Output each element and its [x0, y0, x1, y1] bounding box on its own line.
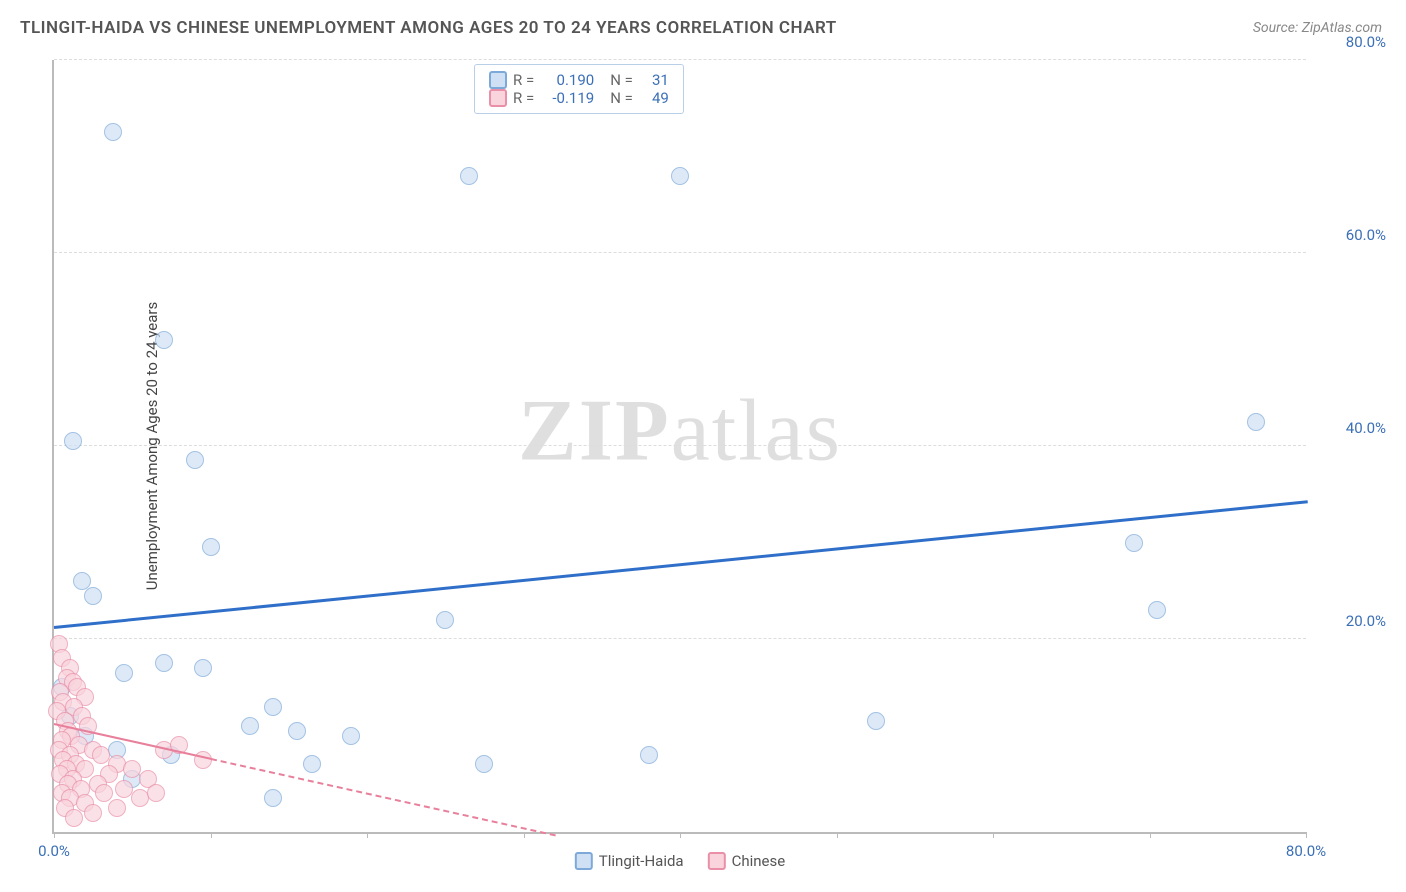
legend-swatch: [489, 71, 507, 89]
legend-swatch: [708, 852, 726, 870]
series-name: Chinese: [732, 852, 786, 870]
data-point: [475, 755, 493, 773]
trend-line: [54, 500, 1308, 629]
x-tick-mark: [211, 832, 212, 838]
y-tick-label: 60.0%: [1316, 226, 1386, 244]
series-legend-item: Chinese: [708, 852, 786, 870]
data-point: [342, 727, 360, 745]
stats-legend: R = 0.190 N = 31 R = -0.119 N = 49: [474, 64, 684, 114]
x-tick-mark: [367, 832, 368, 838]
series-legend: Tlingit-Haida Chinese: [575, 852, 785, 870]
data-point: [671, 167, 689, 185]
data-point: [64, 432, 82, 450]
gridline-horizontal: [54, 252, 1306, 253]
data-point: [84, 587, 102, 605]
r-label: R =: [513, 89, 534, 107]
x-tick-label: 80.0%: [1286, 842, 1326, 860]
y-tick-label: 20.0%: [1316, 612, 1386, 630]
plot-area: ZIPatlas R =0.190N =31R =-0.119N =49 Tli…: [52, 60, 1306, 834]
data-point: [194, 751, 212, 769]
x-tick-mark: [993, 832, 994, 838]
data-point: [155, 654, 173, 672]
data-point: [194, 659, 212, 677]
n-value: 31: [639, 71, 669, 89]
n-label: N =: [610, 71, 633, 89]
data-point: [65, 809, 83, 827]
data-point: [186, 451, 204, 469]
legend-swatch: [575, 852, 593, 870]
data-point: [1247, 413, 1265, 431]
data-point: [264, 789, 282, 807]
x-tick-mark: [1306, 832, 1307, 838]
gridline-horizontal: [54, 638, 1306, 639]
chart-title: TLINGIT-HAIDA VS CHINESE UNEMPLOYMENT AM…: [20, 18, 837, 38]
data-point: [202, 538, 220, 556]
y-tick-label: 40.0%: [1316, 419, 1386, 437]
gridline-horizontal: [54, 59, 1306, 60]
data-point: [147, 784, 165, 802]
r-label: R =: [513, 71, 534, 89]
y-tick-label: 80.0%: [1316, 33, 1386, 51]
data-point: [241, 717, 259, 735]
r-value: -0.119: [540, 89, 594, 107]
n-label: N =: [610, 89, 633, 107]
data-point: [288, 722, 306, 740]
legend-swatch: [489, 89, 507, 107]
data-point: [264, 698, 282, 716]
stats-legend-row: R = 0.190 N = 31: [489, 71, 669, 89]
data-point: [436, 611, 454, 629]
x-tick-label: 0.0%: [38, 842, 70, 860]
data-point: [104, 123, 122, 141]
data-point: [1125, 534, 1143, 552]
watermark-bold: ZIP: [518, 382, 671, 479]
correlation-chart: TLINGIT-HAIDA VS CHINESE UNEMPLOYMENT AM…: [0, 0, 1406, 892]
x-tick-mark: [680, 832, 681, 838]
data-point: [303, 755, 321, 773]
data-point: [1148, 601, 1166, 619]
x-tick-mark: [837, 832, 838, 838]
watermark: ZIPatlas: [518, 380, 842, 481]
data-point: [640, 746, 658, 764]
data-point: [108, 799, 126, 817]
data-point: [867, 712, 885, 730]
trend-line: [211, 758, 556, 836]
n-value: 49: [639, 89, 669, 107]
data-point: [115, 664, 133, 682]
x-tick-mark: [54, 832, 55, 838]
gridline-horizontal: [54, 445, 1306, 446]
watermark-light: atlas: [671, 382, 842, 479]
series-legend-item: Tlingit-Haida: [575, 852, 684, 870]
stats-legend-row: R = -0.119 N = 49: [489, 89, 669, 107]
data-point: [84, 804, 102, 822]
series-name: Tlingit-Haida: [599, 852, 684, 870]
r-value: 0.190: [540, 71, 594, 89]
x-tick-mark: [524, 832, 525, 838]
x-tick-mark: [1150, 832, 1151, 838]
data-point: [460, 167, 478, 185]
data-point: [155, 331, 173, 349]
